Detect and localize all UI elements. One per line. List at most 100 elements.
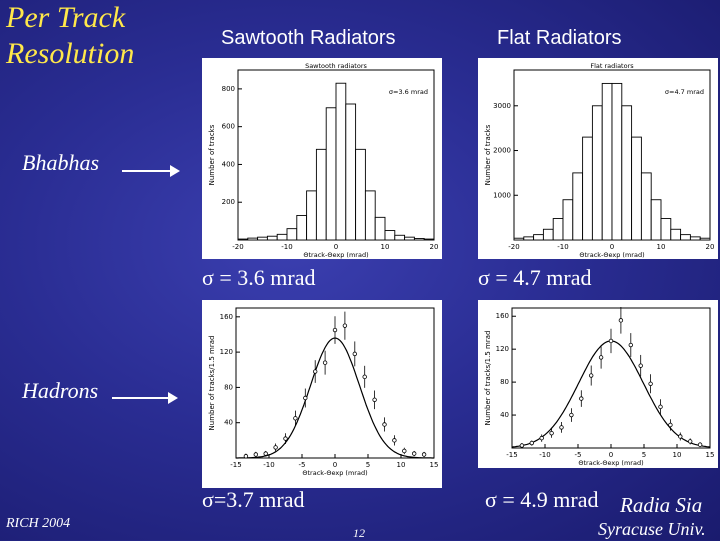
y-tick-label: 80: [224, 383, 233, 391]
y-tick-label: 120: [496, 345, 509, 353]
column-heading-flat: Flat Radiators: [497, 27, 622, 49]
histogram-bin: [591, 105, 603, 241]
y-tick-label: 2000: [493, 147, 511, 155]
arrow-right-icon: [122, 165, 180, 177]
data-point: [539, 435, 544, 441]
data-point: [658, 404, 663, 410]
y-tick-label: 80: [500, 378, 509, 386]
data-point: [697, 442, 703, 447]
scatter-sawtooth-hadron: -15 -10 -5 0 5 10 15 40 80 120 160 Θtrack-Θexp (mra…: [202, 300, 442, 488]
histogram-bin: [680, 234, 691, 241]
data-point: [362, 374, 367, 380]
x-tick-label: 20: [430, 243, 439, 251]
data-point: [549, 430, 554, 436]
x-axis-label: Θtrack-Θexp (mrad): [578, 459, 643, 467]
plot-svg: -20 -10 0 10 20 200 400 600 800 Θtrack-Θexp (mrad…: [208, 62, 439, 259]
histogram-bin: [306, 190, 317, 241]
x-tick-label: 15: [706, 451, 715, 459]
x-tick-label: 0: [610, 243, 614, 251]
y-axis-label: Number of tracks: [208, 124, 216, 185]
data-point: [283, 436, 288, 441]
sigma-sawtooth-bhabha: σ = 3.6 mrad: [202, 265, 316, 290]
y-tick-label: 1000: [493, 191, 511, 199]
histogram-bin: [355, 148, 366, 241]
histogram-flat-bhabha: -20 -10 0 10 20 1000 2000 3000 Θtrack-Θexp (mrad…: [478, 58, 718, 259]
chart-title: Sawtooth radiators: [305, 62, 367, 70]
histogram-bin: [631, 136, 642, 241]
histogram-bin: [650, 199, 662, 241]
data-point: [402, 448, 407, 454]
x-tick-label: 10: [397, 461, 406, 469]
x-tick-label: 0: [333, 461, 337, 469]
x-tick-label: -10: [263, 461, 274, 469]
data-point: [411, 451, 417, 456]
data-point: [648, 381, 653, 386]
histogram-bin: [404, 236, 415, 241]
y-tick-label: 40: [500, 411, 509, 419]
x-tick-label: 15: [430, 461, 439, 469]
data-point: [352, 351, 357, 357]
histogram-bin: [542, 228, 554, 241]
y-tick-label: 160: [220, 313, 233, 321]
histogram-bin: [276, 233, 288, 241]
data-point: [293, 416, 298, 421]
histogram-bin: [582, 136, 593, 241]
footer-conference: RICH 2004: [6, 516, 71, 531]
histogram-bin: [237, 238, 249, 241]
histogram-bin: [640, 172, 652, 241]
data-point: [243, 454, 249, 459]
data-point: [332, 327, 338, 333]
data-point: [588, 373, 594, 378]
histogram-bin: [394, 234, 406, 241]
row-label-hadrons: Hadrons: [22, 378, 99, 403]
histogram-bin: [660, 218, 672, 241]
histogram-bin: [689, 236, 701, 241]
y-tick-label: 600: [222, 123, 235, 131]
data-point: [372, 397, 377, 402]
x-tick-label: -20: [232, 243, 243, 251]
x-tick-label: 0: [609, 451, 613, 459]
data-point: [382, 422, 387, 427]
x-tick-label: -10: [539, 451, 550, 459]
histogram-bin: [572, 172, 584, 241]
footer-author: Radia Sia: [620, 493, 703, 517]
data-point: [529, 440, 534, 446]
sigma-flat-hadron: σ = 4.9 mrad: [485, 487, 599, 512]
x-tick-label: -10: [557, 243, 568, 251]
slide-title: Per Track Resolution: [6, 0, 134, 72]
data-point: [687, 439, 693, 444]
sigma-annotation: σ=3.6 mrad: [389, 88, 428, 96]
sigma-annotation: σ=4.7 mrad: [665, 88, 704, 96]
histogram-bin: [423, 238, 435, 241]
histogram-bin: [257, 236, 268, 241]
gaussian-fit-curve: [511, 340, 711, 448]
x-tick-label: 20: [706, 243, 715, 251]
data-point: [519, 443, 525, 448]
histogram-bin: [523, 236, 535, 241]
footer-affiliation: Syracuse Univ.: [598, 519, 706, 539]
data-point: [598, 355, 604, 360]
data-point: [303, 395, 308, 401]
histogram-bin: [621, 105, 633, 241]
data-point: [569, 412, 574, 418]
histogram-bin: [364, 190, 376, 241]
arrow-right-icon: [112, 392, 178, 404]
x-tick-label: -5: [575, 451, 582, 459]
histogram-bin: [345, 103, 357, 241]
data-point: [638, 363, 643, 368]
data-point: [392, 438, 397, 443]
x-tick-label: 5: [366, 461, 370, 469]
y-tick-label: 800: [222, 85, 235, 93]
histogram-bin: [325, 107, 337, 241]
scatter-flat-hadron: -15 -10 -5 0 5 10 15 40 80 120 160 Θtrack-Θexp (mra…: [478, 300, 718, 468]
histogram-bin: [413, 238, 425, 241]
data-point: [342, 323, 348, 328]
histogram-bin: [266, 235, 278, 241]
data-point: [579, 396, 584, 401]
x-tick-label: 5: [642, 451, 646, 459]
page-number: 12: [353, 526, 365, 540]
x-tick-label: -20: [508, 243, 519, 251]
histogram-bin: [296, 214, 308, 241]
histogram-bin: [335, 82, 347, 241]
data-point: [312, 369, 318, 374]
